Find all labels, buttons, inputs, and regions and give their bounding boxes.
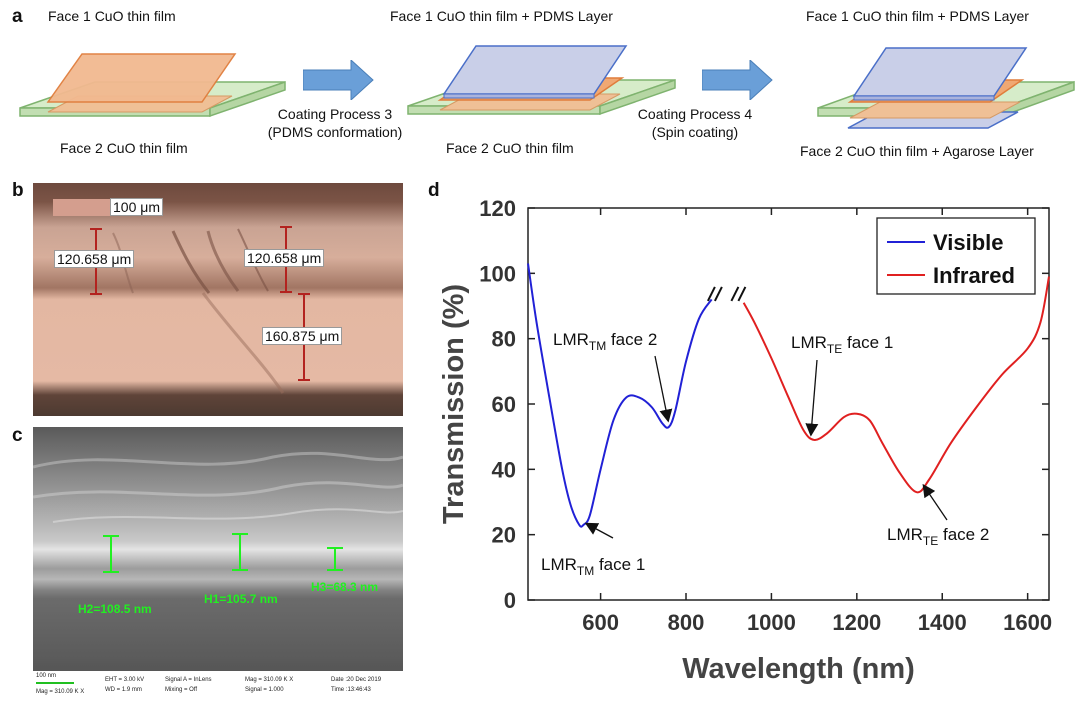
measure-3-label: 160.875 μm [262, 327, 343, 345]
microscope-cross-section-image: 100 μm 120.658 μm 120.658 μm 160.875 μm [33, 183, 403, 416]
substrate-illustration-1 [19, 53, 286, 118]
marker-cap [103, 535, 119, 537]
marker-cap [327, 569, 343, 571]
y-tick-label: 80 [492, 327, 516, 352]
x-tick-label: 1600 [1003, 610, 1052, 635]
process-4-line1: Coating Process 4 [637, 106, 753, 122]
panel-b-label: b [12, 180, 24, 201]
height-marker-h3 [334, 547, 336, 571]
x-tick-label: 600 [582, 610, 619, 635]
scale-bar-label: 100 μm [110, 198, 163, 216]
measure-2-label: 120.658 μm [244, 249, 325, 267]
step2-bottom-caption: Face 2 CuO thin film [446, 140, 574, 156]
measure-cap [90, 293, 102, 295]
time: Time :13:46:43 [331, 687, 371, 693]
step3-top-caption: Face 1 CuO thin film + PDMS Layer [806, 8, 1029, 24]
y-tick-label: 20 [492, 523, 516, 548]
x-tick-label: 1400 [918, 610, 967, 635]
y-tick-label: 40 [492, 457, 516, 482]
annotation-tm2: LMRTM face 2 [553, 330, 657, 353]
scale-bar [36, 682, 74, 684]
marker-cap [327, 547, 343, 549]
axis-break-mark [737, 286, 747, 302]
transmission-chart: 600 800 1000 1200 1400 1600 0 20 40 60 80 100 120 Wav… [438, 196, 1052, 685]
scale-label: 100 nm [36, 673, 57, 679]
substrate-illustration-2 [407, 45, 676, 116]
y-tick-label: 60 [492, 392, 516, 417]
marker-cap [103, 571, 119, 573]
x-tick-label: 800 [668, 610, 705, 635]
marker-cap [232, 569, 248, 571]
y-tick-label: 100 [479, 261, 516, 286]
process-3-line1: Coating Process 3 [277, 106, 393, 122]
x-axis-label: Wavelength (nm) [682, 653, 915, 685]
eht: EHT = 3.00 kV [105, 677, 145, 683]
measure-cap [280, 226, 292, 228]
h2-label: H2=108.5 nm [78, 602, 152, 616]
axis-break-mark [730, 286, 740, 302]
panel-d-label: d [428, 180, 440, 201]
measure-cap [298, 379, 310, 381]
legend-box [876, 217, 1036, 295]
marker-cap [232, 533, 248, 535]
film-texture [112, 228, 285, 394]
axis-break-mark [707, 286, 716, 302]
wd: WD = 1.9 mm [105, 687, 142, 693]
h1-label: H1=105.7 nm [204, 592, 278, 606]
panel-c-label: c [12, 425, 23, 446]
step2-top-caption: Face 1 CuO thin film + PDMS Layer [390, 8, 613, 24]
annotation-te2: LMRTE face 2 [887, 525, 989, 548]
process-3-line2: (PDMS conformation) [267, 124, 403, 140]
y-axis-label: Transmission (%) [438, 284, 470, 524]
sem-cross-section-image: H2=108.5 nm H1=105.7 nm H3=68.3 nm 100 n… [33, 427, 403, 699]
annotation-arrow-tm2 [654, 355, 673, 423]
height-marker-h1 [239, 533, 241, 571]
measure-cap [298, 293, 310, 295]
step3-bottom-caption: Face 2 CuO thin film + Agarose Layer [800, 143, 1034, 159]
annotation-arrow-te2 [922, 483, 948, 521]
process-arrow-1 [303, 60, 374, 100]
substrate-illustration-3 [817, 47, 1075, 129]
y-tick-label: 0 [504, 588, 516, 613]
series-line-infrared [742, 276, 1050, 494]
h3-label: H3=68.3 nm [311, 580, 379, 594]
axis-break-mark [714, 286, 723, 302]
series-line-visible [527, 263, 713, 528]
x-tick-label: 1000 [747, 610, 796, 635]
mag: Mag = 310.09 K X [245, 677, 294, 683]
annotation-te1: LMRTE face 1 [791, 333, 893, 356]
step1-top-caption: Face 1 CuO thin film [48, 8, 176, 24]
mixing: Mixing = Off [165, 687, 198, 693]
legend-label-visible: Visible [933, 230, 1004, 255]
annotation-arrow-tm1 [584, 522, 614, 539]
mag-left: Mag = 310.09 K X [36, 689, 85, 695]
measure-cap [90, 228, 102, 230]
height-marker-h2 [110, 535, 112, 573]
measure-cap [280, 291, 292, 293]
sem-info-bar: 100 nm Mag = 310.09 K X EHT = 3.00 kV WD… [33, 671, 403, 699]
signal: Signal = 1.000 [245, 687, 284, 693]
process-arrow-2 [702, 60, 773, 100]
measure-1-label: 120.658 μm [54, 250, 135, 268]
process-4-line2: (Spin coating) [651, 124, 739, 140]
date: Date :20 Dec 2019 [331, 677, 382, 683]
x-tick-label: 1200 [832, 610, 881, 635]
step1-bottom-caption: Face 2 CuO thin film [60, 140, 188, 156]
panel-a-label: a [12, 6, 23, 27]
y-tick-label: 120 [479, 196, 516, 221]
annotation-tm1: LMRTM face 1 [541, 555, 645, 578]
legend-label-infrared: Infrared [933, 263, 1015, 288]
signal-a: Signal A = InLens [165, 677, 212, 683]
annotation-arrow-te1 [805, 359, 819, 437]
sem-texture [33, 451, 403, 523]
